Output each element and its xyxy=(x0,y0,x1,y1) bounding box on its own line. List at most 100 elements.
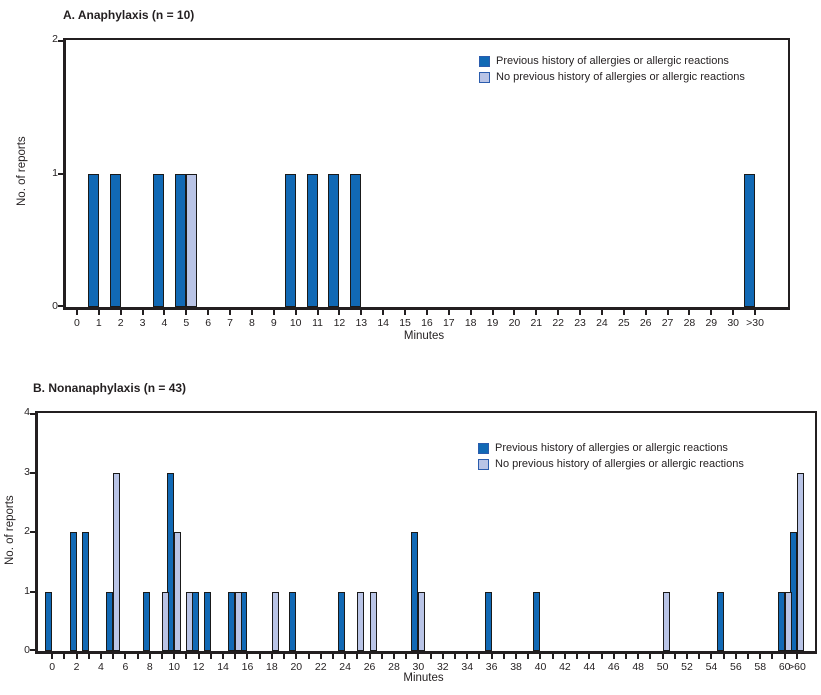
x-axis-tick xyxy=(454,651,457,659)
legend-swatch-dark xyxy=(478,442,489,454)
x-axis-tick xyxy=(722,651,725,659)
x-axis-tick xyxy=(686,651,688,659)
chart-a-x-axis-title: Minutes xyxy=(403,330,445,342)
x-tick-label: 24 xyxy=(596,317,608,329)
bar-no-previous-history xyxy=(113,472,121,651)
x-tick-label: 7 xyxy=(227,317,233,329)
x-tick-label: 18 xyxy=(464,317,477,329)
bar-no-previous-history xyxy=(662,591,670,651)
bar-no-previous-history xyxy=(418,591,426,651)
x-axis-tick xyxy=(710,307,713,315)
y-tick-label: 2 xyxy=(24,525,30,537)
x-axis-tick xyxy=(209,651,212,659)
bar-no-previous-history xyxy=(271,591,279,651)
y-tick-label: 4 xyxy=(24,406,30,418)
x-axis-tick xyxy=(316,307,319,315)
x-axis-tick xyxy=(469,307,472,315)
x-tick-label: 46 xyxy=(607,661,620,673)
x-tick-label: 28 xyxy=(388,661,400,673)
x-axis-tick xyxy=(666,307,669,315)
legend-item-no-previous-history: No previous history of allergies or alle… xyxy=(479,71,745,83)
bar-previous-history xyxy=(109,173,121,307)
x-axis-tick xyxy=(563,651,566,659)
x-tick-label: 27 xyxy=(661,317,674,329)
x-axis-tick xyxy=(404,307,407,315)
x-axis-tick xyxy=(160,651,163,659)
chart-b-plot-area: 0 2 4 6 8 10 12 14 16 18 20 22 24 26 28 30 32 34 36 38 40 42 4… xyxy=(24,406,817,673)
bar-previous-history xyxy=(744,173,756,307)
x-axis-tick xyxy=(747,651,750,659)
bar-previous-history xyxy=(69,532,77,651)
bar-previous-history xyxy=(167,472,175,651)
x-tick-label: 12 xyxy=(192,661,205,673)
y-tick-label: 0 xyxy=(24,644,30,656)
y-tick-label: 1 xyxy=(52,166,58,179)
x-tick-label: 2 xyxy=(73,661,80,673)
x-tick-label: 56 xyxy=(730,661,742,673)
x-tick-label: 28 xyxy=(683,317,696,329)
x-axis-tick xyxy=(759,651,762,659)
x-axis-tick xyxy=(99,651,102,659)
x-axis-tick xyxy=(197,651,200,659)
x-axis-tick xyxy=(429,651,432,659)
x-axis-tick xyxy=(732,307,735,315)
x-tick-label: 10 xyxy=(289,317,302,329)
x-tick-label: 15 xyxy=(399,317,411,329)
x-tick-label: 26 xyxy=(639,317,652,329)
x-tick-label: 29 xyxy=(705,317,718,329)
x-axis-tick xyxy=(513,307,516,315)
x-axis-tick xyxy=(295,651,298,659)
chart-b-legend: Previous history of allergies or allergi… xyxy=(478,442,744,470)
x-tick-label: 30 xyxy=(412,661,425,673)
y-axis-tick xyxy=(30,471,35,474)
x-axis-tick xyxy=(148,651,151,659)
bar-previous-history xyxy=(106,591,114,651)
x-tick-label: 3 xyxy=(139,317,146,329)
y-axis-tick xyxy=(58,305,63,307)
x-axis-tick xyxy=(250,307,253,315)
x-axis-tick xyxy=(624,651,627,659)
x-axis-tick xyxy=(382,307,385,315)
x-axis-tick xyxy=(63,651,66,659)
x-axis-tick xyxy=(234,651,237,659)
x-axis-tick xyxy=(535,307,538,315)
x-axis-tick xyxy=(673,651,676,659)
x-axis-tick xyxy=(283,651,286,659)
x-axis-tick xyxy=(515,651,518,659)
y-axis-tick xyxy=(30,413,35,415)
x-axis-tick xyxy=(185,651,188,659)
bar-previous-history xyxy=(411,532,419,651)
x-tick-label: 58 xyxy=(754,661,767,673)
x-tick-label: 48 xyxy=(632,661,644,673)
x-axis-tick xyxy=(600,307,603,315)
x-tick-label: 42 xyxy=(559,661,571,673)
x-axis-tick xyxy=(795,651,798,659)
x-tick-label: 38 xyxy=(510,661,522,673)
x-tick-label: 60 xyxy=(778,661,791,673)
x-axis-tick xyxy=(307,651,310,659)
bar-previous-history xyxy=(289,591,297,651)
x-axis-tick xyxy=(222,651,225,659)
x-tick-label: >30 xyxy=(746,317,764,329)
x-axis-tick xyxy=(87,651,90,659)
x-tick-label: 0 xyxy=(49,661,56,673)
bar-no-previous-history xyxy=(186,173,198,307)
x-axis-tick xyxy=(649,651,652,659)
x-axis-tick xyxy=(141,307,144,315)
x-axis-tick xyxy=(710,651,713,659)
chart-a-y-axis-title: No. of reports xyxy=(16,136,28,207)
x-axis-tick xyxy=(478,651,481,659)
legend-item-previous-history: Previous history of allergies or allergi… xyxy=(478,442,744,454)
x-tick-label: 16 xyxy=(241,661,254,673)
x-axis-tick xyxy=(576,651,579,659)
x-axis-tick xyxy=(207,307,210,315)
x-tick-label: 26 xyxy=(363,661,376,673)
y-axis-tick xyxy=(58,40,63,42)
chart-b-bars-strip: 0 2 4 6 8 10 12 14 16 18 20 22 24 26 28 30 32 34 36 38 40 42 4… xyxy=(45,413,806,673)
bar-no-previous-history xyxy=(357,591,365,651)
bar-previous-history xyxy=(350,173,362,307)
x-tick-label: 36 xyxy=(485,661,498,673)
bar-previous-history xyxy=(306,173,318,307)
x-tick-label: 11 xyxy=(312,317,324,329)
